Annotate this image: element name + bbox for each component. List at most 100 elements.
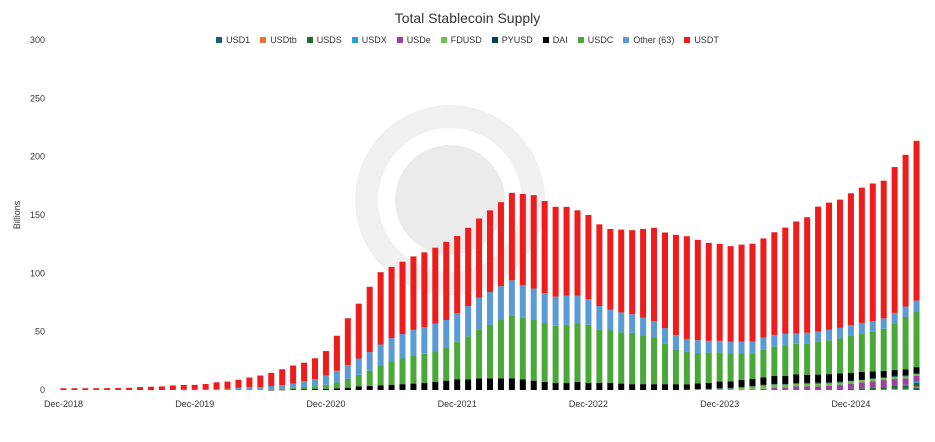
bar-segment: [683, 338, 690, 352]
bar-segment: [355, 374, 362, 387]
bar-segment: [476, 297, 483, 330]
legend-label: USDT: [694, 35, 719, 45]
bar-segment: [826, 202, 833, 330]
bar-segment: [869, 378, 876, 379]
bar-segment: [476, 329, 483, 379]
bar-segment: [836, 373, 843, 382]
bar-segment: [158, 386, 165, 390]
bar-segment: [366, 370, 373, 386]
bar-segment: [191, 384, 198, 390]
legend-item: USDC: [577, 35, 613, 45]
bar-segment: [486, 378, 494, 390]
bar-segment: [749, 353, 756, 380]
bar-segment: [738, 386, 745, 388]
bar-segment: [508, 378, 515, 390]
bar-segment: [793, 374, 800, 383]
bar-segment: [858, 371, 865, 380]
bar-segment: [793, 383, 800, 387]
bar-segment: [661, 384, 668, 390]
bar-segment: [563, 295, 570, 325]
bar-segment: [333, 382, 340, 389]
bar-segment: [847, 381, 854, 384]
bar-segment: [268, 389, 275, 391]
bar-segment: [858, 379, 865, 381]
bar-segment: [913, 367, 920, 373]
bar-segment: [563, 383, 570, 390]
bar-segment: [716, 340, 723, 353]
bar-segment: [180, 389, 187, 391]
bar-segment: [574, 323, 581, 382]
bar-segment: [585, 324, 592, 383]
bar-segment: [815, 206, 822, 332]
bar-segment: [858, 322, 865, 334]
bar-segment: [377, 365, 384, 386]
bar-segment: [815, 374, 822, 383]
bar-segment: [661, 328, 668, 344]
bar-segment: [771, 375, 778, 384]
legend-swatch: [396, 37, 403, 43]
bar-segment: [858, 380, 865, 383]
bar-segment: [836, 384, 843, 390]
bar-segment: [607, 309, 614, 331]
bar-segment: [727, 388, 734, 390]
bar-segment: [793, 343, 800, 375]
bar-segment: [782, 345, 789, 376]
legend-label: DAI: [552, 35, 568, 45]
bar-segment: [804, 383, 811, 387]
legend-swatch: [260, 37, 267, 43]
bar-segment: [891, 376, 898, 379]
bar-segment: [716, 388, 723, 390]
bar-segment: [782, 375, 789, 384]
bar-segment: [432, 381, 439, 390]
bar-segment: [377, 272, 384, 345]
bar-segment: [476, 218, 483, 298]
bar-segment: [465, 227, 472, 306]
legend-swatch: [542, 37, 549, 43]
bar-segment: [301, 381, 308, 387]
bar-segment: [301, 389, 308, 390]
bar-segment: [869, 331, 876, 372]
bar-segment: [902, 376, 909, 379]
bar-segment: [771, 346, 778, 376]
bar-segment: [629, 230, 636, 315]
bar-segment: [716, 352, 723, 382]
legend-swatch: [623, 37, 630, 43]
legend: USD1 USDtb USDS USDX USDe FDUSD PYUSD DAI USDC Ot…: [0, 35, 935, 45]
bar-segment: [815, 331, 822, 342]
bar-segment: [333, 370, 340, 383]
bar-segment: [574, 295, 581, 324]
bar-segment: [782, 333, 789, 346]
bar-segment: [585, 383, 592, 390]
x-tick-label: Dec-2020: [306, 399, 345, 409]
bar-segment: [519, 317, 526, 380]
bar-segment: [388, 266, 395, 339]
bar-segment: [355, 303, 362, 359]
bar-segment: [497, 320, 504, 379]
bar-segment: [279, 389, 286, 391]
bar-segment: [760, 377, 767, 385]
bar-segment: [847, 193, 854, 326]
bar-segment: [618, 383, 625, 390]
bar-segment: [738, 387, 745, 390]
bar-segment: [847, 372, 854, 381]
bar-segment: [891, 312, 898, 324]
bar-segment: [596, 383, 603, 390]
bar-segment: [913, 383, 920, 387]
bar-segment: [913, 386, 920, 388]
bar-segment: [858, 388, 865, 390]
y-tick-label: 200: [30, 152, 45, 162]
bar-segment: [836, 381, 843, 383]
bar-segment: [661, 232, 668, 329]
bar-segment: [115, 388, 122, 390]
bar-segment: [268, 372, 275, 387]
legend-label: USDe: [406, 35, 431, 45]
bar-segment: [246, 389, 253, 391]
bar-segment: [432, 247, 439, 324]
bar-segment: [443, 241, 450, 320]
bar-segment: [705, 382, 712, 389]
bar-segment: [869, 321, 876, 332]
bar-segment: [880, 328, 887, 371]
bar-segment: [858, 333, 865, 372]
bar-segment: [519, 285, 526, 318]
bar-segment: [410, 383, 417, 390]
